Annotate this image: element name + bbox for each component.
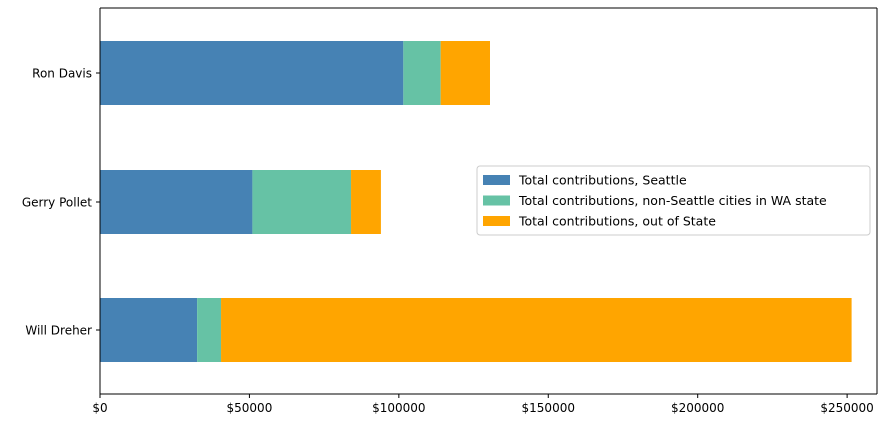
bar-segment-ron-davis-series-2 [403,41,441,105]
legend-box [476,165,871,236]
x-tick-label: $50000 [227,401,273,415]
legend-label: Total contributions, Seattle [518,173,687,188]
axes-layer: $0 $50000 $100000 $150000 $200000 $250000 Will… [22,7,878,415]
legend-label: Total contributions, out of State [518,214,716,229]
bar-segment-ron-davis-series-3 [440,41,490,105]
legend-swatch [483,175,510,185]
legend-label: Total contributions, non-Seattle cities … [518,193,827,208]
y-tick-label: Gerry Pollet [22,196,92,210]
legend-swatch [483,195,510,206]
x-tick-label: $100000 [372,401,425,415]
bar-segment-gerry-pollet-series-2 [252,170,352,234]
x-tick-label: $250000 [820,401,873,415]
bar-segment-gerry-pollet-series-3 [351,170,381,234]
x-tick-label: $0 [92,401,107,415]
legend: Total contributions, Seattle Total contri… [476,165,871,236]
bar-segment-gerry-pollet-series-1 [100,170,253,234]
bar-segment-will-dreher-series-3 [221,298,852,362]
y-tick-label: Ron Davis [32,67,92,81]
legend-swatch [483,216,510,226]
x-tick-label: $200000 [671,401,724,415]
x-tick-label: $150000 [522,401,575,415]
bars-layer [100,41,852,362]
bar-segment-ron-davis-series-1 [100,41,404,105]
y-tick-label: Will Dreher [25,324,92,338]
bar-segment-will-dreher-series-2 [197,298,222,362]
bar-segment-will-dreher-series-1 [100,298,198,362]
